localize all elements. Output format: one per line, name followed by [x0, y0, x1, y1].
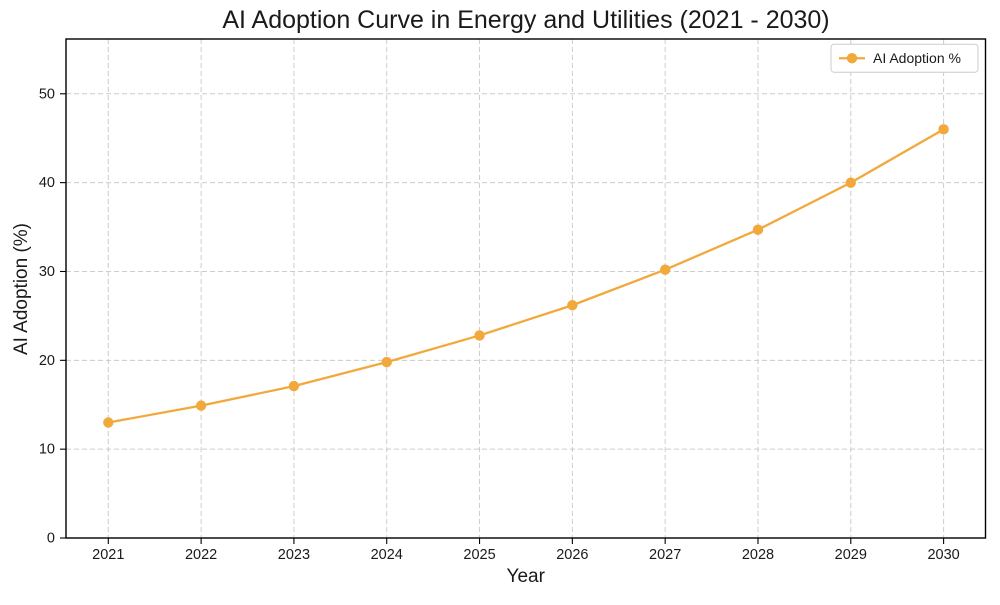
svg-text:2030: 2030	[927, 547, 959, 563]
svg-text:2029: 2029	[835, 547, 867, 563]
svg-text:40: 40	[39, 175, 55, 191]
svg-text:2021: 2021	[92, 547, 124, 563]
svg-text:AI Adoption (%): AI Adoption (%)	[11, 223, 32, 355]
svg-text:2024: 2024	[371, 547, 403, 563]
svg-text:2022: 2022	[185, 547, 217, 563]
svg-text:2025: 2025	[463, 547, 495, 563]
svg-text:Year: Year	[507, 566, 546, 587]
svg-text:AI Adoption %: AI Adoption %	[873, 50, 961, 66]
svg-text:30: 30	[39, 264, 55, 280]
svg-text:2028: 2028	[742, 547, 774, 563]
svg-text:50: 50	[39, 86, 55, 102]
svg-text:0: 0	[47, 531, 55, 547]
svg-text:AI Adoption Curve in Energy an: AI Adoption Curve in Energy and Utilitie…	[222, 6, 829, 34]
svg-text:2023: 2023	[278, 547, 310, 563]
svg-text:2026: 2026	[556, 547, 588, 563]
svg-text:10: 10	[39, 442, 55, 458]
svg-text:2027: 2027	[649, 547, 681, 563]
svg-text:20: 20	[39, 353, 55, 369]
